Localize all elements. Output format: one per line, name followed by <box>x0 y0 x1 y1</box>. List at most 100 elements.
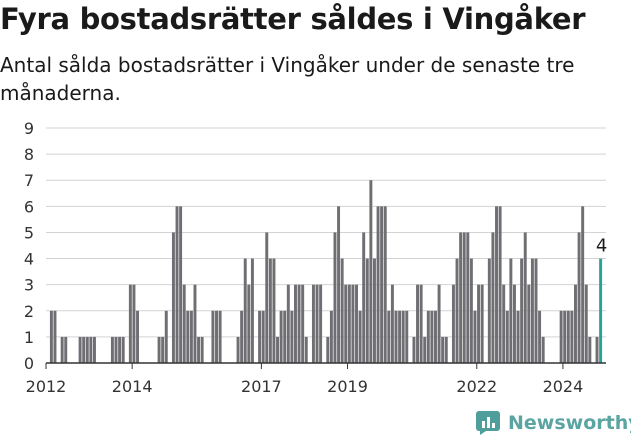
bar <box>250 258 254 363</box>
bar <box>512 284 516 363</box>
bar <box>53 310 57 363</box>
bar <box>437 284 441 363</box>
bar <box>157 336 161 363</box>
bar <box>200 336 204 363</box>
bar <box>401 310 405 363</box>
bar <box>523 232 527 363</box>
bar <box>355 284 358 363</box>
bar <box>516 310 520 363</box>
y-tick-label: 8 <box>24 145 34 164</box>
bar <box>369 180 373 363</box>
bar <box>301 284 305 363</box>
bar <box>426 310 430 363</box>
bar <box>247 284 251 363</box>
bar <box>444 336 448 363</box>
bar <box>92 336 96 363</box>
bar <box>49 310 53 363</box>
bar <box>344 284 348 363</box>
bar <box>329 310 333 363</box>
bar <box>538 310 542 363</box>
bar <box>362 232 366 363</box>
x-tick-label: 2022 <box>456 377 497 396</box>
bar <box>477 284 481 363</box>
bar <box>290 310 294 363</box>
bar <box>469 258 473 363</box>
bar <box>372 258 376 363</box>
bar <box>121 336 125 363</box>
bar <box>588 336 592 363</box>
y-axis-tick-labels: 0 1 2 3 4 5 6 7 8 9 <box>24 119 34 373</box>
y-tick-label: 3 <box>24 276 34 295</box>
bar <box>197 336 201 363</box>
bar <box>473 310 477 363</box>
newsworthy-logo-icon <box>476 411 500 435</box>
bar <box>64 336 68 363</box>
bar <box>326 336 330 363</box>
bar <box>258 310 262 363</box>
bar <box>480 284 484 363</box>
bar <box>319 284 323 363</box>
bar <box>279 310 283 363</box>
x-tick-label: 2024 <box>543 377 584 396</box>
bar <box>340 258 344 363</box>
bar <box>365 258 369 363</box>
bar <box>466 232 470 363</box>
bar <box>261 310 265 363</box>
brand-logo: Newsworthy <box>476 408 631 438</box>
bar <box>189 310 193 363</box>
bar <box>161 336 165 363</box>
bar <box>215 310 218 363</box>
bar <box>351 284 355 363</box>
bar <box>193 284 197 363</box>
bar <box>563 310 567 363</box>
bar <box>534 258 538 363</box>
bar <box>412 336 416 363</box>
bar <box>527 284 531 363</box>
bar <box>434 310 437 363</box>
bar <box>333 232 337 363</box>
bar <box>419 284 423 363</box>
bar <box>491 232 495 363</box>
x-axis-ticks: 2012 2014 2017 2019 2022 2024 <box>26 363 584 396</box>
y-tick-label: 6 <box>24 197 34 216</box>
bar <box>82 336 86 363</box>
bar <box>186 310 190 363</box>
bar <box>455 258 459 363</box>
bar <box>304 336 308 363</box>
bar <box>276 336 280 363</box>
bar <box>441 336 445 363</box>
bar <box>211 310 215 363</box>
bar <box>581 206 585 363</box>
bar <box>347 284 351 363</box>
bar <box>574 284 577 363</box>
bar <box>541 336 545 363</box>
bar <box>376 206 380 363</box>
bar <box>405 310 409 363</box>
x-tick-label: 2019 <box>327 377 368 396</box>
bar <box>236 336 240 363</box>
bar <box>337 206 341 363</box>
chart-title: Fyra bostadsrätter såldes i Vingåker <box>0 2 586 36</box>
bar <box>383 206 387 363</box>
bar <box>390 284 394 363</box>
bar <box>311 284 315 363</box>
bar <box>520 258 524 363</box>
bar <box>85 336 89 363</box>
x-tick-label: 2014 <box>112 377 153 396</box>
highlight-value-label: 4 <box>596 236 607 257</box>
bar <box>114 336 118 363</box>
bar <box>118 336 122 363</box>
bar <box>265 232 269 363</box>
bar <box>218 310 222 363</box>
bar <box>297 284 301 363</box>
bar <box>60 336 64 363</box>
brand-name: Newsworthy <box>508 412 631 434</box>
bar <box>283 310 287 363</box>
y-tick-label: 9 <box>24 119 34 138</box>
y-tick-label: 2 <box>24 302 34 321</box>
bar <box>179 206 183 363</box>
bar <box>240 310 244 363</box>
bar <box>423 336 427 363</box>
y-tick-label: 5 <box>24 223 34 242</box>
bar <box>570 310 574 363</box>
